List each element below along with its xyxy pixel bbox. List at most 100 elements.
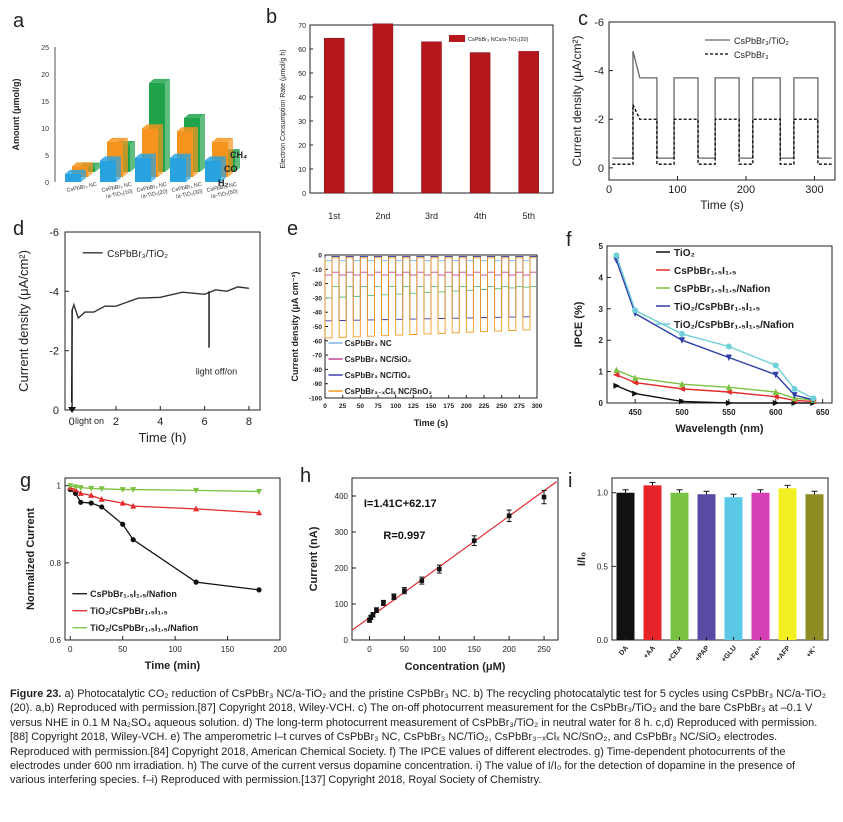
legend-label-3: CsPbBr₃₋ₓClₓ NC/SnO₂	[345, 387, 433, 396]
y-tick-label: 25	[41, 45, 49, 52]
x-tick-label: 200	[737, 184, 755, 196]
marker-g-2	[72, 484, 79, 491]
series-cspbbr3	[612, 104, 832, 165]
bar-side-1	[88, 162, 93, 177]
bar-7	[805, 494, 824, 640]
bar-4	[518, 51, 539, 194]
chart-h-calibration: 0 100 200 300 400 0 50 100 150 200 250 Concentratio…	[308, 477, 559, 673]
y-tick-label: 3	[599, 305, 604, 314]
y-tick-label: 70	[298, 23, 306, 30]
legend-label-2: CsPbBr₃ NC/TiO₂	[345, 371, 411, 380]
series-cspbbr3-tio2	[612, 51, 832, 159]
x-axis-label: Wavelength (nm)	[675, 423, 764, 435]
y-tick-label: 0.0	[597, 636, 609, 645]
legend-label: CsPbBr₃ NCs/a-TiO₂(20)	[468, 37, 529, 43]
panel-label-b: b	[266, 6, 278, 28]
marker-g-2	[256, 489, 263, 495]
y-tick-label: -10	[313, 267, 323, 274]
y-axis-label: IPCE (%)	[573, 301, 585, 347]
x-tick-label: 450	[628, 408, 642, 417]
annotation-light-off: light off/on	[196, 366, 237, 376]
y-tick-label: 1	[599, 368, 604, 377]
series-cspbbr3-tio2	[70, 286, 250, 403]
y-axis-label: Amount (μmol/g)	[11, 79, 21, 151]
y-tick-label: 0	[53, 405, 59, 417]
bar-side-1	[158, 124, 163, 177]
y-tick-label: 10	[41, 126, 49, 133]
y-tick-label: -4	[49, 286, 59, 298]
y-tick-label: -4	[594, 66, 604, 78]
x-tick-label: 50	[400, 645, 409, 654]
x-tick-label: 150	[468, 645, 482, 654]
y-tick-label: 40	[298, 95, 306, 102]
y-tick-label: -6	[49, 227, 59, 239]
bar-side-2	[200, 114, 205, 172]
bar-5	[751, 492, 770, 640]
x-tick-label: 175	[443, 403, 454, 410]
y-tick-label: -50	[313, 324, 323, 331]
legend-label-0: CsPbBr₁.₅I₁.₅/Nafion	[90, 589, 177, 599]
bar-top-1	[107, 137, 128, 142]
bar-side-1	[123, 137, 128, 177]
plot-frame	[608, 21, 836, 181]
y-tick-label: 300	[335, 528, 349, 537]
light-on-arrow	[68, 406, 77, 413]
legend-label-1: CsPbBr₃/TiO₂	[734, 36, 789, 46]
y-tick-label: -100	[309, 396, 322, 403]
marker-g-0	[78, 499, 84, 505]
marker-g-2	[88, 485, 95, 492]
marker-f-0	[679, 398, 686, 405]
caption-text: a) Photocatalytic CO₂ reduction of CsPbB…	[10, 688, 827, 787]
x-tick-label: 5th	[522, 211, 535, 221]
marker-g-1	[130, 502, 137, 509]
y-tick-label: -90	[313, 381, 323, 388]
data-point	[471, 538, 477, 543]
x-tick-label: 225	[479, 403, 490, 410]
x-tick-label: 300	[532, 403, 543, 410]
legend-label-1: TiO₂/CsPbBr₁.₅I₁.₅	[90, 606, 168, 616]
y-tick-label: 50	[298, 71, 306, 78]
marker-g-1	[256, 509, 263, 516]
x-axis-label: Time (s)	[414, 418, 448, 428]
x-tick-label: +Fe³⁺	[747, 644, 765, 663]
x-tick-label: 600	[769, 408, 783, 417]
plot-frame	[351, 477, 559, 641]
marker-f-0	[613, 382, 620, 389]
x-tick-label: 50	[357, 403, 365, 410]
panel-label-f: f	[566, 229, 572, 251]
bar-side-0	[151, 153, 156, 182]
bar-top-0	[100, 156, 121, 161]
marker-f-1	[725, 389, 732, 396]
x-tick-label: 6	[202, 416, 208, 428]
y-tick-label: 2	[599, 336, 604, 345]
x-tick-label: +GLU	[721, 645, 738, 664]
legend-label: CsPbBr₃/TiO₂	[107, 249, 168, 260]
marker-g-0	[256, 587, 262, 593]
marker-g-2	[67, 483, 74, 489]
marker-f-4	[632, 307, 639, 314]
x-tick-label: 0	[323, 403, 327, 410]
x-tick-label: 4	[157, 416, 163, 428]
data-point	[402, 588, 407, 593]
x-tick-label: 250	[496, 403, 507, 410]
x-tick-label: 500	[675, 408, 689, 417]
legend-label-3: TiO₂/CsPbBr₁.₅I₁.₅	[674, 302, 761, 313]
marker-f-0	[725, 400, 733, 406]
x-tick-label: 100	[390, 403, 401, 410]
fit-line	[351, 481, 557, 631]
marker-g-2	[77, 485, 84, 491]
x-tick-label-sub: /a-TiO₂(30)	[176, 189, 204, 201]
y-tick-label: 20	[298, 143, 306, 150]
bar-6	[778, 488, 797, 640]
y-tick-label: -6	[594, 17, 604, 29]
x-tick-label: 100	[433, 645, 447, 654]
plot-frame	[64, 477, 281, 641]
bar-side-0	[116, 156, 121, 182]
bar-side-1	[228, 137, 233, 177]
x-axis-label: Time (min)	[145, 660, 201, 672]
data-point	[367, 617, 372, 623]
panel-label-g: g	[20, 470, 32, 492]
y-axis-label: Current density (μA cm⁻²)	[290, 272, 300, 382]
y-tick-label: -2	[594, 114, 604, 126]
